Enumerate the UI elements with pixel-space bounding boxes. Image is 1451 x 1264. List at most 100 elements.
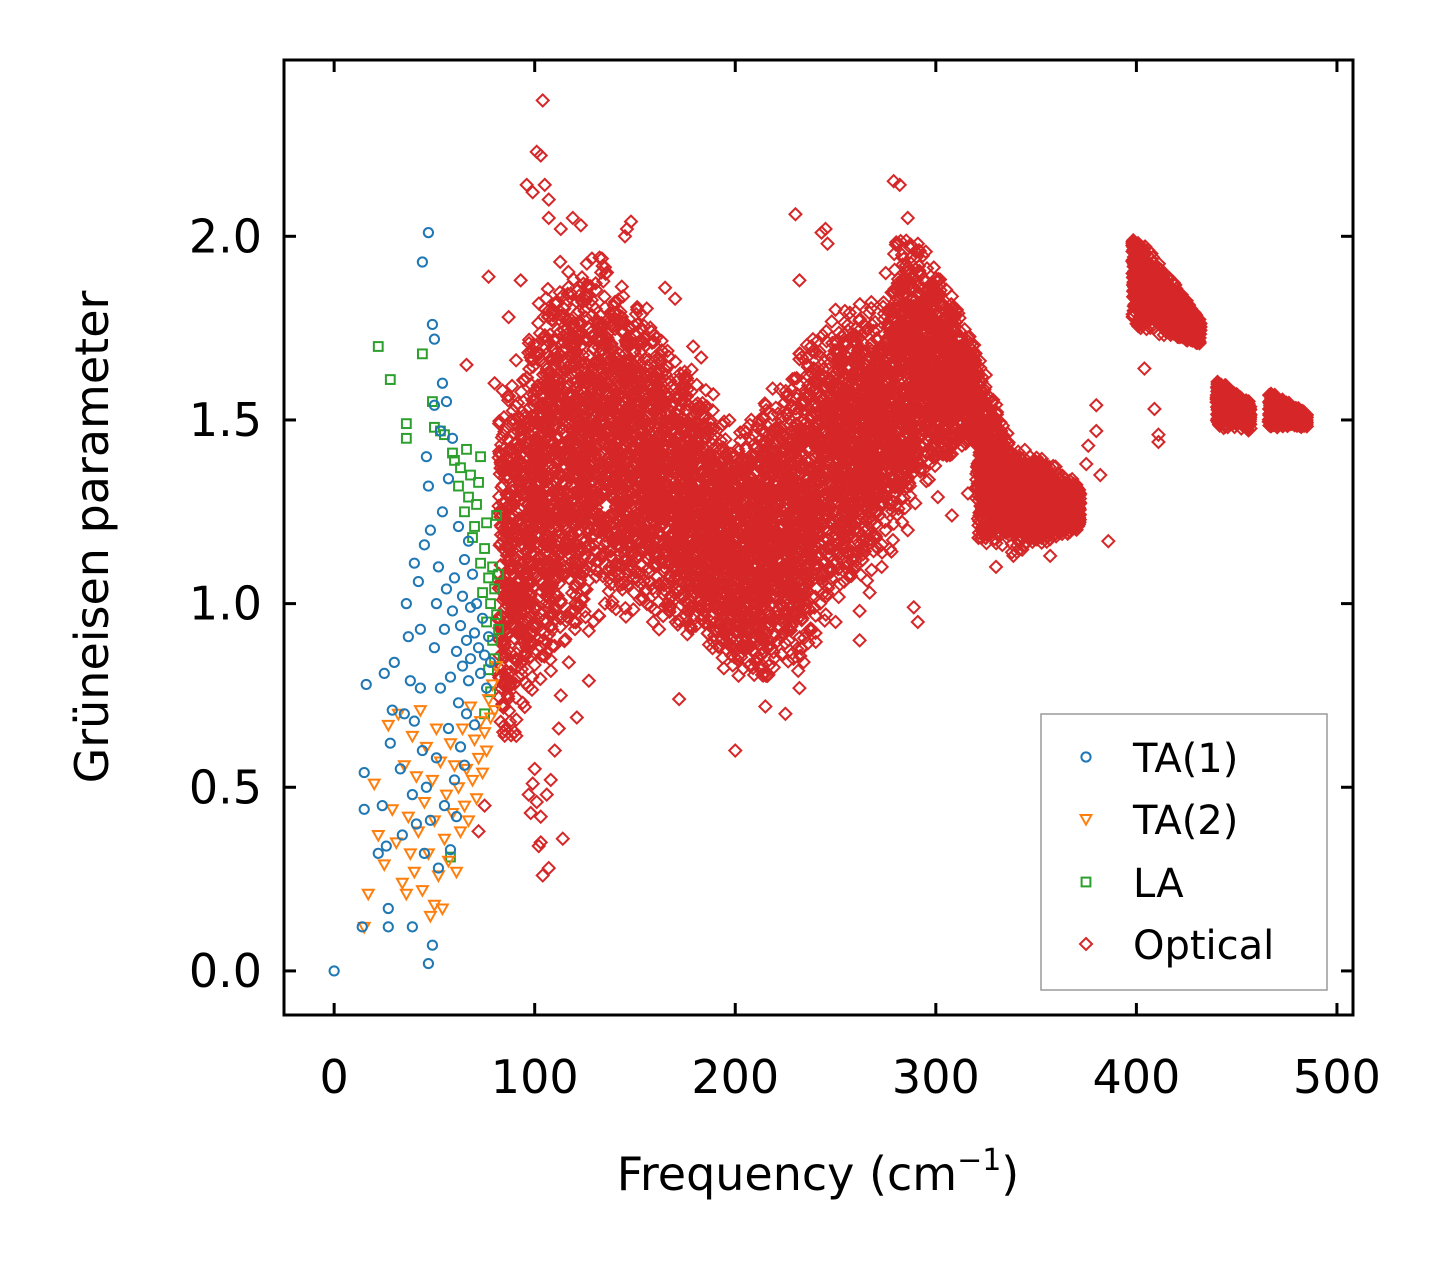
optical-band-point bbox=[496, 470, 512, 486]
optical-band-point bbox=[495, 724, 511, 740]
optical-band-point bbox=[507, 652, 523, 668]
optical-band-point bbox=[519, 370, 535, 386]
optical-band-point bbox=[521, 531, 537, 546]
optical-band-point bbox=[515, 394, 531, 409]
optical-band-point bbox=[529, 407, 545, 423]
optical-band-point bbox=[538, 587, 554, 603]
optical-band-point bbox=[548, 331, 564, 347]
optical-band-point bbox=[508, 712, 524, 728]
optical-band-point bbox=[511, 452, 527, 468]
optical-band-point bbox=[520, 543, 536, 559]
optical-band-point bbox=[493, 457, 509, 472]
optical-band-point bbox=[504, 528, 519, 544]
optical-band-point bbox=[499, 686, 515, 702]
optical-band-point bbox=[500, 431, 515, 446]
optical-band-point bbox=[526, 393, 542, 409]
optical-band-point bbox=[499, 540, 514, 556]
optical-band-point bbox=[508, 690, 524, 705]
optical-band-point bbox=[560, 264, 576, 280]
optical-band-point bbox=[534, 648, 550, 664]
optical-band-point bbox=[831, 589, 847, 605]
optical-band-point bbox=[496, 441, 512, 457]
optical-band-point bbox=[496, 409, 512, 425]
optical-band-point bbox=[499, 498, 515, 514]
optical-band-point bbox=[526, 351, 542, 367]
optical-band-point bbox=[498, 663, 514, 679]
optical-band-point bbox=[522, 538, 538, 554]
optical-band-point bbox=[511, 513, 527, 529]
optical-band-point bbox=[528, 337, 544, 353]
optical-band-point bbox=[497, 649, 513, 665]
optical-band-point bbox=[566, 272, 582, 287]
optical-band-point bbox=[529, 570, 545, 586]
optical-band-point bbox=[519, 609, 535, 625]
optical-band-point bbox=[503, 727, 519, 743]
optical-band-point bbox=[531, 381, 547, 397]
optical-band-point bbox=[547, 638, 562, 654]
optical-band-point bbox=[538, 290, 554, 306]
optical-band-point bbox=[496, 718, 512, 733]
optical-band-point bbox=[491, 631, 507, 647]
optical-band-point bbox=[536, 649, 552, 664]
optical-band-point bbox=[506, 586, 521, 602]
optical-band-point bbox=[527, 657, 542, 673]
optical-band-point bbox=[497, 648, 513, 663]
optical-band-point bbox=[522, 573, 538, 589]
optical-band-point bbox=[493, 536, 508, 552]
optical-band-point bbox=[494, 507, 510, 523]
optical-band-point bbox=[509, 624, 524, 639]
optical-band-point bbox=[549, 349, 565, 365]
optical-band-point bbox=[534, 492, 550, 508]
optical-band-point bbox=[536, 309, 552, 325]
optical-band-point bbox=[508, 352, 524, 368]
optical-band-point bbox=[522, 596, 537, 612]
optical-band-point bbox=[523, 633, 539, 649]
optical-band-point bbox=[524, 461, 540, 477]
optical-band-point bbox=[506, 462, 522, 478]
optical-band-point bbox=[519, 473, 535, 489]
optical-band-point bbox=[521, 332, 537, 348]
optical-band-point bbox=[579, 256, 595, 271]
optical-band-point bbox=[533, 426, 549, 442]
optical-band-point bbox=[731, 668, 746, 684]
optical-band-point bbox=[507, 608, 523, 624]
optical-band-point bbox=[559, 609, 575, 625]
optical-band-point bbox=[518, 487, 534, 503]
optical-band-point bbox=[523, 376, 539, 392]
optical-band-point bbox=[530, 345, 546, 361]
optical-band-point bbox=[518, 675, 534, 691]
optical-band-point bbox=[519, 505, 535, 521]
optical-band-point bbox=[532, 671, 548, 687]
optical-band-point bbox=[496, 520, 512, 536]
optical-band-point bbox=[494, 696, 510, 712]
optical-band-point bbox=[510, 561, 526, 577]
optical-band-point bbox=[533, 485, 549, 501]
optical-band-point bbox=[518, 526, 534, 541]
optical-band-point bbox=[510, 590, 526, 606]
optical-band-point bbox=[497, 524, 513, 540]
optical-band-point bbox=[517, 554, 533, 570]
optical-band-point bbox=[528, 445, 544, 461]
optical-band-point bbox=[591, 608, 606, 623]
optical-band-point bbox=[541, 414, 557, 430]
optical-band-point bbox=[516, 408, 531, 423]
optical-band-point bbox=[511, 460, 527, 476]
optical-band-point bbox=[522, 509, 538, 525]
optical-band-point bbox=[557, 633, 572, 649]
optical-band-point bbox=[513, 422, 528, 438]
optical-band-point bbox=[537, 580, 553, 596]
optical-band-point bbox=[518, 644, 533, 660]
optical-band-point bbox=[507, 549, 523, 565]
optical-band-point bbox=[552, 254, 568, 270]
optical-band-point bbox=[500, 392, 516, 408]
optical-band-point bbox=[518, 648, 533, 664]
optical-band-point bbox=[524, 433, 540, 449]
optical-band-point bbox=[532, 639, 548, 655]
optical-band-point bbox=[516, 422, 532, 438]
optical-series bbox=[459, 92, 1315, 883]
optical-band-point bbox=[499, 554, 515, 569]
optical-band-point bbox=[540, 376, 555, 391]
optical-band-point bbox=[536, 540, 552, 556]
optical-band-point bbox=[497, 600, 513, 616]
